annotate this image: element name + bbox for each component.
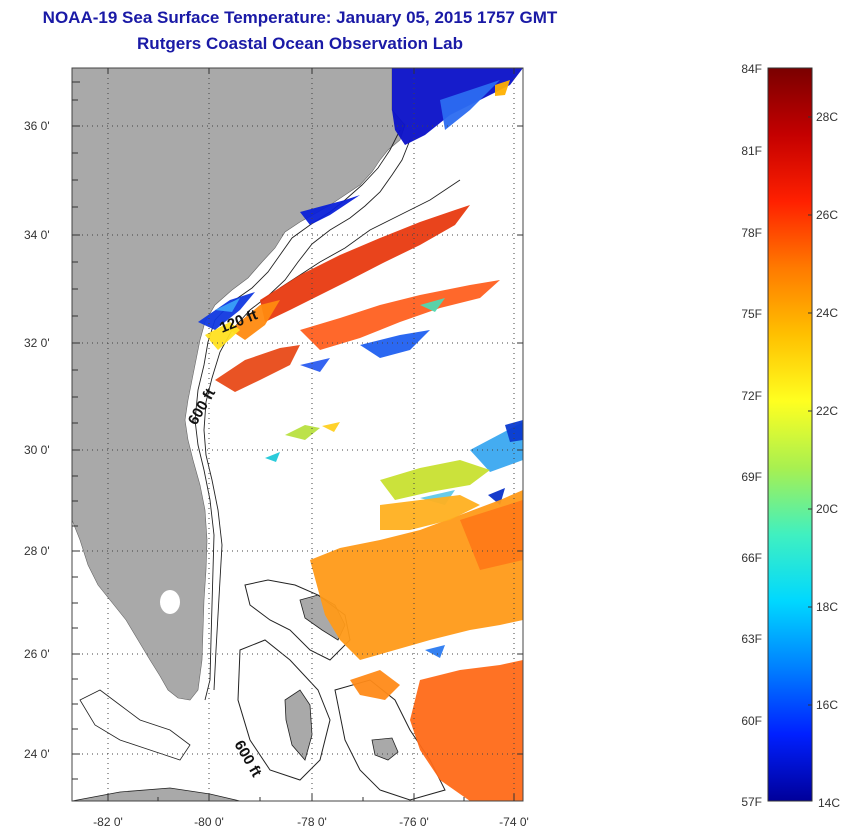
- land-bahamas-3: [371, 737, 399, 761]
- cb-f-label: 75F: [741, 307, 762, 321]
- cb-f-label: 84F: [741, 62, 762, 76]
- lat-label: 30 0': [24, 443, 50, 457]
- cb-f-label: 57F: [741, 795, 762, 809]
- cb-c-label: 28C: [816, 110, 838, 124]
- map-subtitle: Rutgers Coastal Ocean Observation Lab: [137, 34, 463, 53]
- map-frame: [71, 67, 524, 802]
- cb-f-label: 60F: [741, 714, 762, 728]
- colorbar-celsius-labels: 28C 26C 24C 22C 20C 18C 16C 14C: [808, 110, 840, 810]
- land-us-coast: [72, 68, 406, 701]
- colorbar: [767, 67, 813, 802]
- contour-keys: [79, 689, 191, 761]
- cb-c-label: 20C: [816, 502, 838, 516]
- cb-c-label: 22C: [816, 404, 838, 418]
- contour-offshore: [279, 179, 461, 289]
- lat-label: 28 0': [24, 544, 50, 558]
- cb-c-label: 14C: [818, 796, 840, 810]
- contour-bahamas-bank: [244, 579, 351, 661]
- cb-c-label: 26C: [816, 208, 838, 222]
- cb-f-label: 69F: [741, 470, 762, 484]
- graticule: [72, 68, 523, 801]
- cb-f-label: 66F: [741, 551, 762, 565]
- land-cuba: [72, 787, 241, 801]
- latitude-labels: 36 0' 34 0' 32 0' 30 0' 28 0' 26 0' 24 0…: [24, 119, 50, 761]
- colorbar-fahrenheit-labels: 84F 81F 78F 75F 72F 69F 66F 63F 60F 57F: [741, 62, 762, 809]
- lat-label: 32 0': [24, 336, 50, 350]
- contour-great-bahama-bank: [237, 639, 331, 781]
- lon-label: -78 0': [297, 815, 327, 829]
- lon-label: -76 0': [399, 815, 429, 829]
- lat-label: 26 0': [24, 647, 50, 661]
- cb-f-label: 63F: [741, 632, 762, 646]
- cb-c-label: 18C: [816, 600, 838, 614]
- map-title: NOAA-19 Sea Surface Temperature: January…: [42, 8, 558, 27]
- cb-c-label: 16C: [816, 698, 838, 712]
- cb-f-label: 78F: [741, 226, 762, 240]
- sst-overlay: [198, 68, 523, 801]
- lon-label: -82 0': [93, 815, 123, 829]
- lat-label: 36 0': [24, 119, 50, 133]
- axis-ticks: [72, 68, 523, 801]
- longitude-labels: -82 0' -80 0' -78 0' -76 0' -74 0': [93, 815, 529, 829]
- lon-label: -74 0': [499, 815, 529, 829]
- lat-label: 24 0': [24, 747, 50, 761]
- lat-label: 34 0': [24, 228, 50, 242]
- cb-f-label: 81F: [741, 144, 762, 158]
- cb-f-label: 72F: [741, 389, 762, 403]
- lake-okeechobee: [160, 590, 180, 614]
- lon-label: -80 0': [194, 815, 224, 829]
- cb-c-label: 24C: [816, 306, 838, 320]
- land-bahamas-2: [284, 689, 313, 761]
